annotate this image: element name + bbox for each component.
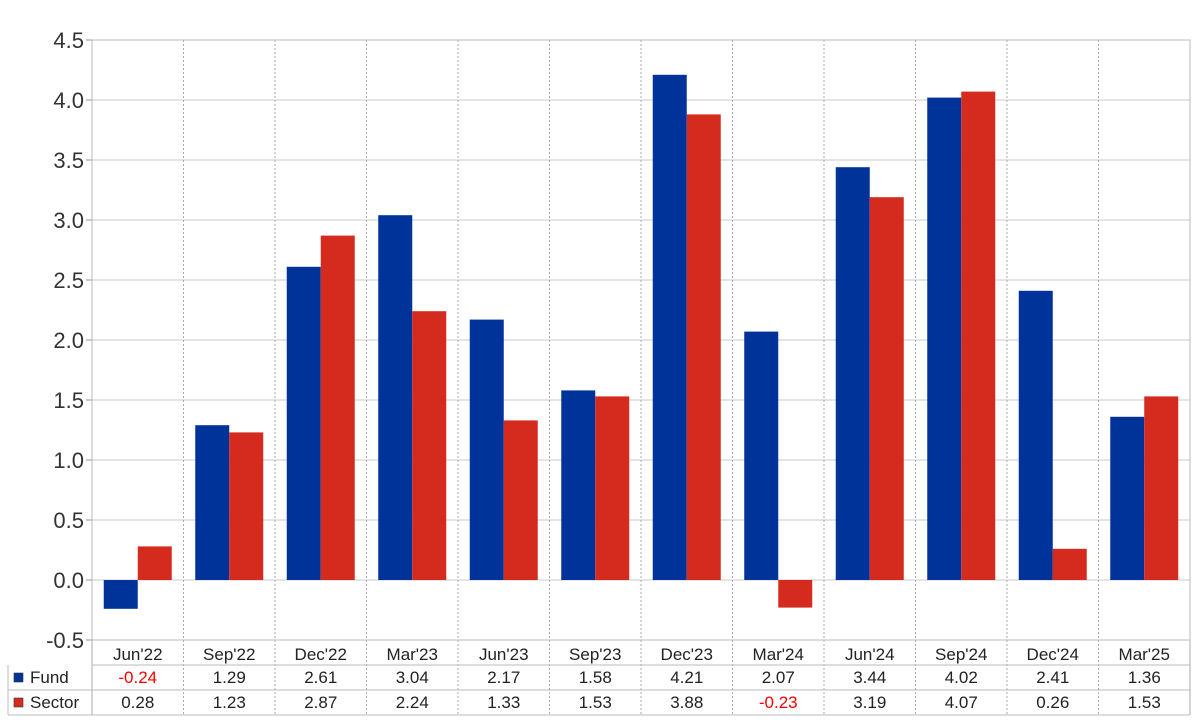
bar-fund: [927, 97, 962, 580]
bar-sector: [595, 396, 630, 580]
bar-sector: [869, 197, 904, 580]
table-value: 4.02: [945, 668, 978, 687]
bar-fund: [195, 425, 230, 580]
bar-sector: [961, 91, 996, 580]
table-value: 4.07: [945, 693, 978, 712]
table-value: 2.17: [487, 668, 520, 687]
table-value: 1.53: [579, 693, 612, 712]
legend-label-fund: Fund: [30, 668, 69, 687]
bar-fund: [103, 580, 138, 609]
bar-fund: [744, 331, 779, 580]
x-tick-label: Mar'25: [1119, 645, 1170, 664]
y-tick-label: 0.0: [53, 568, 84, 593]
x-tick-label: Jun'24: [845, 645, 895, 664]
table-value: 4.21: [670, 668, 703, 687]
table-value: 0.26: [1036, 693, 1069, 712]
table-value: 1.53: [1128, 693, 1161, 712]
table-value: 1.29: [213, 668, 246, 687]
x-tick-label: Dec'22: [295, 645, 347, 664]
bar-sector: [1052, 548, 1087, 580]
table-value: -0.23: [759, 693, 798, 712]
y-tick-label: 4.5: [53, 28, 84, 53]
bar-sector: [778, 580, 813, 608]
bar-fund: [469, 319, 504, 580]
x-tick-label: Sep'24: [935, 645, 987, 664]
legend-label-sector: Sector: [30, 693, 79, 712]
bar-sector: [412, 311, 447, 580]
bar-sector: [686, 114, 721, 581]
x-tick-label: Sep'23: [569, 645, 621, 664]
table-value: 1.58: [579, 668, 612, 687]
table-value: 2.24: [396, 693, 429, 712]
table-value: 0.28: [121, 693, 154, 712]
table-value: 1.33: [487, 693, 520, 712]
bar-sector: [320, 235, 355, 580]
y-tick-label: 1.5: [53, 388, 84, 413]
table-value: -0.24: [118, 668, 157, 687]
table-value: 1.23: [213, 693, 246, 712]
y-tick-label: 0.5: [53, 508, 84, 533]
bar-sector: [1144, 396, 1179, 580]
table-value: 2.61: [304, 668, 337, 687]
x-tick-label: Jun'22: [113, 645, 163, 664]
bar-fund: [378, 215, 413, 580]
bar-fund: [835, 167, 870, 580]
x-tick-label: Dec'23: [661, 645, 713, 664]
table-value: 3.44: [853, 668, 886, 687]
legend-swatch-fund: [13, 672, 24, 683]
x-tick-label: Jun'23: [479, 645, 529, 664]
y-tick-label: 3.0: [53, 208, 84, 233]
y-tick-label: -0.5: [46, 628, 84, 653]
bar-sector: [503, 420, 538, 580]
x-tick-label: Mar'24: [753, 645, 804, 664]
table-value: 3.19: [853, 693, 886, 712]
table-value: 2.41: [1036, 668, 1069, 687]
y-tick-label: 2.5: [53, 268, 84, 293]
y-tick-label: 1.0: [53, 448, 84, 473]
x-tick-label: Mar'23: [387, 645, 438, 664]
x-tick-label: Sep'22: [203, 645, 255, 664]
bar-sector: [229, 432, 264, 580]
y-tick-label: 4.0: [53, 88, 84, 113]
y-tick-label: 2.0: [53, 328, 84, 353]
bar-fund: [652, 74, 687, 581]
bar-sector: [137, 546, 172, 580]
y-tick-label: 3.5: [53, 148, 84, 173]
table-value: 2.87: [304, 693, 337, 712]
x-tick-label: Dec'24: [1027, 645, 1079, 664]
table-value: 3.88: [670, 693, 703, 712]
bar-fund: [561, 390, 596, 580]
bar-fund: [1110, 416, 1145, 580]
bar-fund: [1018, 290, 1053, 580]
table-value: 1.36: [1128, 668, 1161, 687]
table-value: 2.07: [762, 668, 795, 687]
bar-fund: [286, 266, 321, 580]
legend-swatch-sector: [13, 697, 24, 708]
table-value: 3.04: [396, 668, 429, 687]
